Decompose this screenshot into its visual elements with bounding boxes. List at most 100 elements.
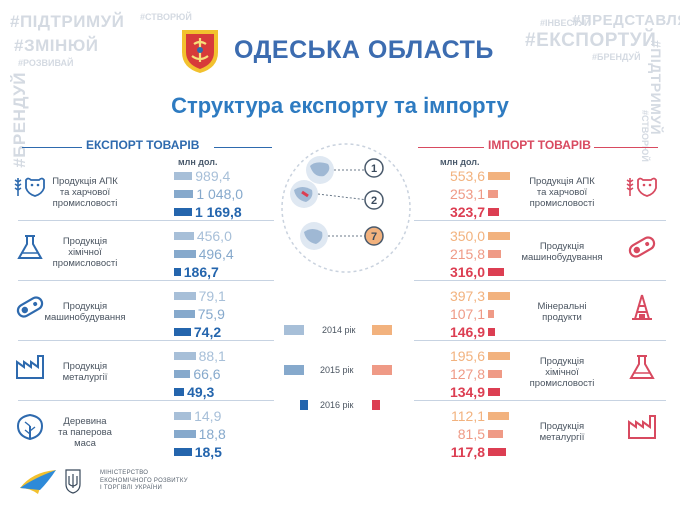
import-value-label: 215,8 (449, 246, 485, 262)
import-bar-0 (488, 352, 510, 360)
import-bar-0 (488, 412, 509, 420)
legend-swatch-import-1 (372, 365, 392, 375)
export-value-label: 18,8 (198, 426, 226, 442)
import-row-separator (414, 340, 666, 341)
legend-swatch-import-0 (372, 325, 392, 335)
cow-wheat-icon (626, 172, 658, 202)
import-bar-2 (488, 328, 495, 336)
export-category-line: промисловості (52, 257, 118, 269)
tag-support: #ПІДТРИМУЙ (10, 12, 125, 31)
export-value-label: 496,4 (198, 246, 234, 262)
ministry-line-2: ЕКОНОМІЧНОГО РОЗВИТКУ (100, 477, 188, 484)
ministry-line-3: І ТОРГІВЛІ УКРАЇНИ (100, 485, 163, 491)
import-value-label: 553,6 (449, 168, 485, 184)
import-bar-1 (488, 190, 498, 198)
tag-brand-left: #БРЕНДУЙ (10, 72, 29, 168)
import-value-label: 397,3 (449, 288, 485, 304)
import-title: ІМПОРТ ТОВАРІВ (488, 138, 591, 152)
regional-map-ranking: 1 2 7 (281, 143, 411, 273)
export-header-line-right (214, 147, 272, 148)
export-category-line: промисловості (52, 197, 118, 209)
import-bar-0 (488, 292, 510, 300)
tag-brand-right: #БРЕНДУЙ (592, 52, 641, 62)
export-bar-1 (174, 310, 195, 318)
import-row-separator (414, 220, 666, 221)
export-unit-label: млн дол. (178, 157, 218, 167)
map-rank-3: 7 (371, 231, 377, 243)
tag-invest: #ІНВЕСТУЙ (540, 18, 591, 28)
import-category-line: Продукція (539, 241, 585, 252)
export-bar-1 (174, 430, 196, 438)
tag-represent: #ПРЕДСТАВЛЯЙ (572, 12, 680, 29)
import-bar-2 (488, 208, 499, 216)
export-value-label: 18,5 (194, 444, 222, 460)
trident-icon (65, 469, 81, 494)
tag-change: #ЗМІНЮЙ (14, 36, 99, 55)
export-bar-1 (174, 250, 196, 258)
export-category-line: та харчової (59, 186, 111, 198)
legend-label: 2016 рік (320, 400, 354, 410)
legend-swatch-import-2 (372, 400, 380, 410)
import-category-line: промисловості (529, 377, 595, 389)
gear-bolt-icon (14, 292, 46, 322)
ministry-line-1: МІНІСТЕРСТВО (100, 470, 149, 476)
export-row-separator (18, 340, 274, 341)
import-bar-2 (488, 448, 506, 456)
import-value-label: 81,5 (457, 426, 485, 442)
export-category-line: Продукція АПК (52, 175, 118, 187)
legend-swatch-export-0 (284, 325, 304, 335)
export-category-line: Продукція (62, 361, 108, 372)
export-category-label: Продукція АПК та харчової промисловості (42, 176, 128, 209)
import-value-label: 117,8 (450, 444, 485, 460)
import-value-label: 107,1 (449, 306, 485, 322)
tag-create-vert: #СТВОРЮЙ (640, 110, 650, 162)
export-value-label: 1 169,8 (195, 204, 242, 220)
tag-support-vert: #ПІДТРИМУЙ (648, 40, 664, 136)
export-bar-1 (174, 370, 191, 378)
cow-wheat-icon (14, 172, 46, 202)
import-bar-2 (488, 268, 505, 276)
import-category-line: Продукція АПК (529, 175, 595, 187)
import-bar-0 (488, 232, 510, 240)
export-value-label: 456,0 (196, 228, 232, 244)
gear-bolt-icon (626, 232, 658, 262)
import-value-label: 134,9 (449, 384, 485, 400)
import-value-label: 112,1 (451, 408, 485, 424)
export-value-label: 74,2 (193, 324, 222, 340)
import-bar-1 (488, 430, 503, 438)
import-value-label: 316,0 (449, 264, 485, 280)
import-category-label: Продукція металургії (516, 421, 608, 443)
export-bar-1 (174, 190, 194, 198)
export-category-line: хімічної (68, 246, 102, 258)
import-category-line: Продукція (539, 355, 585, 367)
export-category-line: Продукція (62, 235, 108, 247)
export-row-separator (18, 400, 274, 401)
import-category-line: хімічної (545, 366, 579, 378)
import-header-line (418, 147, 484, 148)
region-title: ОДЕСЬКА ОБЛАСТЬ (234, 36, 494, 64)
export-title: ЕКСПОРТ ТОВАРІВ (86, 138, 200, 152)
export-value-label: 14,9 (194, 408, 222, 424)
export-category-label: Продукція машинобудування (42, 301, 128, 323)
import-unit-label: млн дол. (440, 157, 480, 167)
export-category-line: Деревина (63, 415, 107, 427)
oil-derrick-icon (626, 292, 658, 322)
export-bar-2 (174, 208, 192, 216)
export-category-label: Продукція металургії (42, 361, 128, 383)
import-value-label: 323,7 (449, 204, 485, 220)
export-row-separator (18, 220, 274, 221)
export-header-line (22, 147, 82, 148)
legend-label: 2014 рік (322, 325, 356, 335)
map-rank-2: 2 (371, 195, 377, 207)
export-category-line: та паперова (58, 426, 112, 438)
import-value-label: 350,0 (449, 228, 485, 244)
export-bar-0 (174, 412, 192, 420)
export-category-line: маса (74, 437, 96, 449)
export-value-label: 989,4 (195, 168, 231, 184)
coat-of-arms-icon (182, 30, 218, 73)
export-category-label: Продукція хімічної промисловості (42, 236, 128, 269)
import-row-separator (414, 400, 666, 401)
export-value-label: 49,3 (187, 384, 215, 400)
export-bar-0 (174, 292, 196, 300)
export-bar-0 (174, 352, 196, 360)
